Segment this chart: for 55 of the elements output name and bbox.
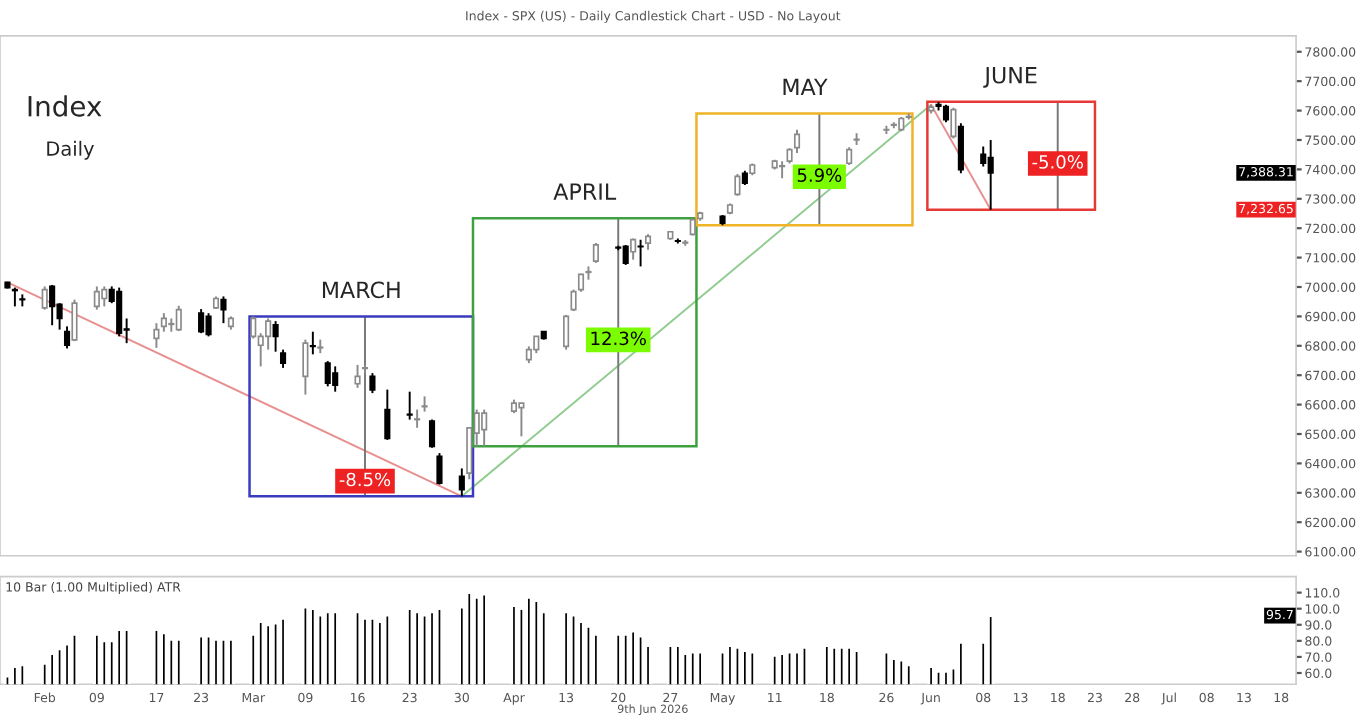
candlestick [175, 304, 182, 333]
candlestick [428, 418, 436, 449]
candlestick [93, 285, 100, 311]
candlestick [11, 286, 18, 308]
annotation: 5.9% [797, 168, 842, 182]
candlestick [71, 298, 78, 343]
candlestick [49, 283, 56, 327]
candlestick [458, 467, 465, 498]
annotation: MAY [783, 78, 828, 96]
candlestick [63, 325, 71, 350]
candlestick [957, 122, 964, 175]
candlestick [160, 312, 167, 333]
text: Index [28, 95, 102, 117]
annotation: JUNE [983, 67, 1037, 88]
annotation: -5.0% [1032, 155, 1083, 169]
candlestick [637, 238, 644, 268]
candlestick [384, 388, 391, 441]
candlestick [980, 145, 987, 168]
candlestick [414, 408, 421, 429]
candlestick [436, 452, 443, 486]
candlestick [198, 308, 205, 335]
candlestick [563, 313, 570, 351]
candlestick [41, 285, 48, 311]
annotation: MARCH [322, 281, 400, 299]
candlestick [279, 348, 287, 369]
candlestick [332, 365, 339, 393]
candlestick [950, 106, 957, 140]
candlestick [570, 288, 577, 313]
candlestick [220, 295, 227, 325]
candlestick [324, 360, 331, 388]
candlestick [622, 243, 629, 266]
candlestick [987, 139, 994, 211]
candlestick [168, 317, 175, 333]
candlestick [272, 320, 279, 353]
candlestick [250, 315, 257, 340]
candlestick [481, 408, 488, 448]
candlestick [793, 128, 801, 154]
candlestick [302, 338, 309, 396]
candlestick [406, 390, 413, 421]
candlestick [518, 402, 525, 438]
candlestick [354, 363, 361, 389]
candlestick [734, 173, 741, 197]
candlestick [101, 285, 108, 308]
candlestick [309, 330, 316, 356]
annotation: -8.5% [339, 472, 391, 487]
candlestick [205, 312, 212, 338]
candlestick [153, 322, 160, 349]
candlestick [369, 372, 376, 395]
candlestick [421, 395, 428, 413]
annotation: 12.3% [591, 331, 646, 346]
candlestick [116, 286, 123, 338]
annotation: APRIL [553, 183, 617, 200]
candlestick [592, 241, 599, 264]
candlestick [630, 237, 637, 261]
text: Daily [47, 140, 94, 160]
